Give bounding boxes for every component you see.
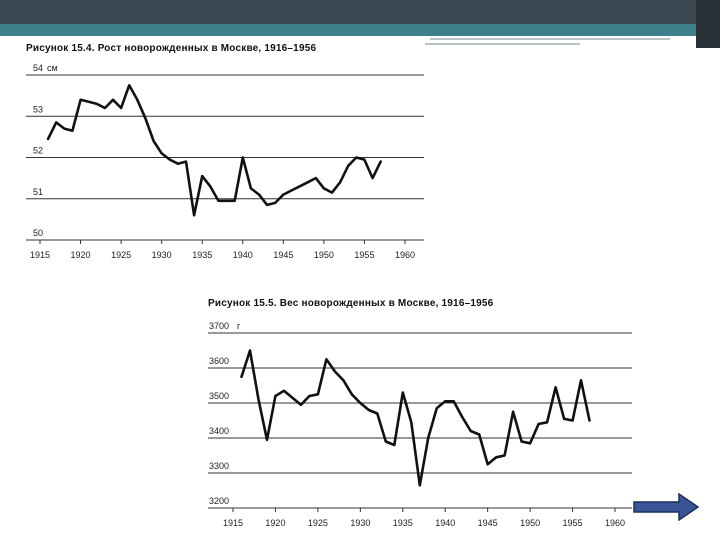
chart2-title: Рисунок 15.5. Вес новорожденных в Москве… — [208, 298, 494, 309]
chart1-x-tick-label: 1945 — [273, 250, 293, 260]
chart2-y-tick-label: 3400 — [209, 426, 229, 436]
arrow-right-icon — [633, 493, 699, 521]
header-corner-block — [696, 0, 720, 48]
chart2: 3200 3300 3400 3500 3600 3700 г 1915 1920 1925 193… — [208, 321, 632, 528]
chart2-x-tick-label: 1955 — [563, 518, 583, 528]
chart1-series-line — [46, 84, 383, 217]
chart2-x-tick-label: 1935 — [393, 518, 413, 528]
chart2-x-tick-label: 1930 — [350, 518, 370, 528]
chart1-x-tick-label: 1915 — [30, 250, 50, 260]
chart2-y-tick-label: 3300 — [209, 461, 229, 471]
chart1-y-tick-label: 50 — [33, 228, 43, 238]
header-accent-band — [0, 24, 720, 36]
chart1-x-tick-label: 1930 — [152, 250, 172, 260]
chart1-x-tick-label: 1955 — [354, 250, 374, 260]
chart1-title: Рисунок 15.4. Рост новорожденных в Москв… — [26, 43, 317, 54]
chart1-x-tick-label: 1960 — [395, 250, 415, 260]
chart2-x-tick-label: 1950 — [520, 518, 540, 528]
chart2-series-line — [240, 349, 591, 487]
chart2-x-tick-label: 1915 — [223, 518, 243, 528]
chart1-x-tick-label: 1925 — [111, 250, 131, 260]
chart1-y-tick-label: 54 — [33, 63, 43, 73]
chart2-y-tick-label: 3200 — [209, 496, 229, 506]
chart2-unit-label: г — [237, 321, 241, 331]
chart1-y-tick-label: 51 — [33, 187, 43, 197]
chart2-x-tick-label: 1925 — [308, 518, 328, 528]
chart1-unit-label: см — [47, 63, 58, 73]
decorative-lines — [425, 36, 720, 50]
chart2-x-tick-label: 1960 — [605, 518, 625, 528]
chart2-y-tick-label: 3700 — [209, 321, 229, 331]
chart2-y-tick-label: 3500 — [209, 391, 229, 401]
next-slide-button[interactable] — [633, 493, 699, 521]
chart1: 50 51 52 53 54 см 1915 1920 1925 1930 1935 1940 1945… — [26, 63, 424, 260]
chart2-x-tick-label: 1945 — [478, 518, 498, 528]
chart1-y-tick-label: 52 — [33, 146, 43, 156]
header-band — [0, 0, 720, 24]
chart2-x-tick-label: 1920 — [265, 518, 285, 528]
chart1-y-tick-label: 53 — [33, 104, 43, 114]
chart1-x-tick-label: 1950 — [314, 250, 334, 260]
chart2-x-tick-label: 1940 — [435, 518, 455, 528]
chart2-y-tick-label: 3600 — [209, 356, 229, 366]
chart1-x-tick-label: 1935 — [192, 250, 212, 260]
chart1-x-tick-label: 1920 — [71, 250, 91, 260]
chart1-x-tick-label: 1940 — [233, 250, 253, 260]
